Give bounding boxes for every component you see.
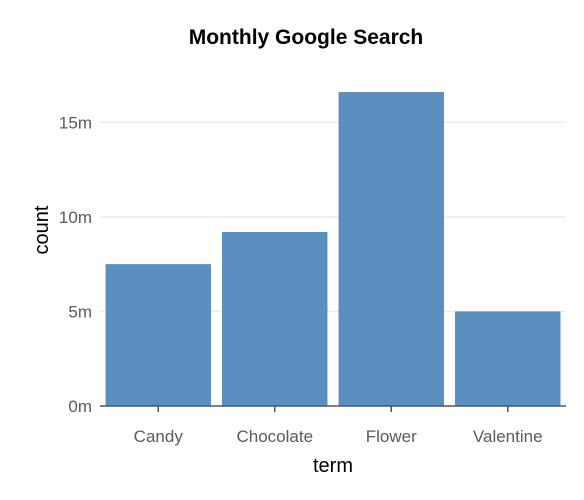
bar-flower bbox=[338, 92, 444, 406]
y-tick-labels: 0m 5m 10m 15m bbox=[59, 113, 92, 416]
y-tick-label: 0m bbox=[68, 397, 92, 416]
y-tick-label: 5m bbox=[68, 302, 92, 321]
x-tick-label: Flower bbox=[366, 427, 417, 446]
y-axis-label: count bbox=[31, 205, 53, 254]
chart-title: Monthly Google Search bbox=[189, 26, 424, 49]
y-tick-label: 15m bbox=[59, 113, 92, 132]
y-tick-label: 10m bbox=[59, 208, 92, 227]
x-tick-label: Candy bbox=[134, 427, 184, 446]
bars bbox=[105, 92, 561, 406]
x-tick-labels: Candy Chocolate Flower Valentine bbox=[134, 406, 543, 446]
x-tick-label: Valentine bbox=[473, 427, 543, 446]
bar-candy bbox=[105, 264, 211, 406]
x-axis-label: term bbox=[313, 455, 353, 477]
x-tick-label: Chocolate bbox=[236, 427, 313, 446]
bar-valentine bbox=[455, 311, 561, 406]
bar-chocolate bbox=[222, 231, 328, 406]
